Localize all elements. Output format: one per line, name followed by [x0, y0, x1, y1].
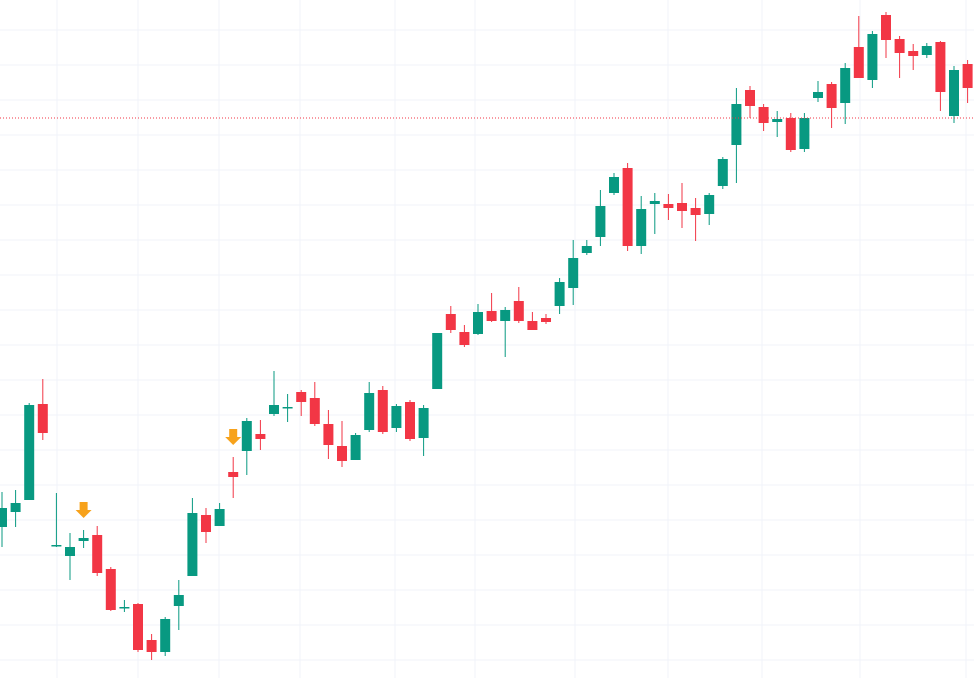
candle-body: [282, 407, 293, 409]
candle-body: [908, 51, 919, 56]
candle-body: [813, 92, 823, 98]
candle-body: [554, 282, 565, 306]
candle-body: [201, 515, 211, 532]
candle-body: [364, 393, 375, 430]
candle-body: [445, 314, 456, 330]
candle-body: [10, 503, 21, 512]
candle-body: [962, 64, 973, 88]
candle-body: [296, 392, 307, 402]
candle-body: [894, 39, 905, 53]
candle-body: [500, 310, 511, 321]
candle-body: [677, 203, 687, 211]
candle-body: [24, 405, 35, 500]
candle-body: [160, 619, 171, 652]
candle-body: [105, 569, 116, 610]
candle-body: [228, 472, 239, 477]
candle-body: [391, 406, 402, 428]
candle-body: [78, 538, 89, 541]
signal-arrow: [225, 429, 242, 445]
candle-body: [432, 333, 443, 389]
candle-body: [704, 195, 715, 214]
candle-body: [214, 509, 225, 526]
candle-body: [513, 301, 524, 321]
candle-body: [799, 118, 810, 149]
candle-body: [350, 435, 361, 460]
candle-body: [935, 42, 946, 92]
candle-body: [377, 390, 388, 432]
candle-body: [241, 421, 252, 451]
candle-body: [649, 201, 660, 204]
candle-body: [609, 177, 619, 193]
candle-body: [527, 321, 538, 330]
candle-body: [173, 595, 184, 606]
signal-arrow: [75, 502, 92, 518]
candle-body: [881, 15, 891, 40]
candle-body: [731, 104, 742, 145]
candle-body: [921, 46, 932, 55]
candle-body: [337, 446, 347, 461]
candle-body: [826, 84, 837, 108]
candle-body: [758, 107, 769, 123]
candle-body: [459, 332, 470, 345]
candle-body: [37, 404, 48, 433]
candle-body: [269, 405, 279, 414]
candle-body: [51, 545, 62, 547]
candle-body: [595, 206, 606, 237]
candle-body: [949, 70, 959, 116]
candle-body: [745, 90, 755, 106]
candle-body: [785, 118, 796, 150]
candle-body: [119, 607, 130, 609]
candle-body: [568, 258, 579, 288]
candle-body: [663, 204, 674, 208]
candle-body: [133, 604, 143, 650]
candle-body: [309, 398, 320, 424]
candle-body: [486, 311, 497, 321]
candle-body: [541, 318, 551, 322]
candle-body: [92, 535, 103, 573]
candle-body: [255, 434, 266, 439]
candle-body: [840, 68, 851, 103]
candle-body: [622, 168, 633, 246]
candle-body: [473, 312, 483, 334]
candle-body: [405, 402, 415, 439]
candle-body: [772, 119, 783, 122]
candle-body: [581, 246, 592, 253]
candle-body: [867, 34, 878, 80]
candle-body: [690, 208, 701, 215]
candle-body: [65, 547, 75, 556]
candle-body: [418, 408, 429, 438]
candle-body: [853, 47, 864, 78]
candle-body: [187, 513, 198, 576]
candle-body: [323, 424, 334, 445]
candle-body: [717, 159, 728, 186]
candle-body: [636, 209, 647, 246]
candle-body: [146, 640, 157, 652]
candle-body: [0, 508, 7, 527]
